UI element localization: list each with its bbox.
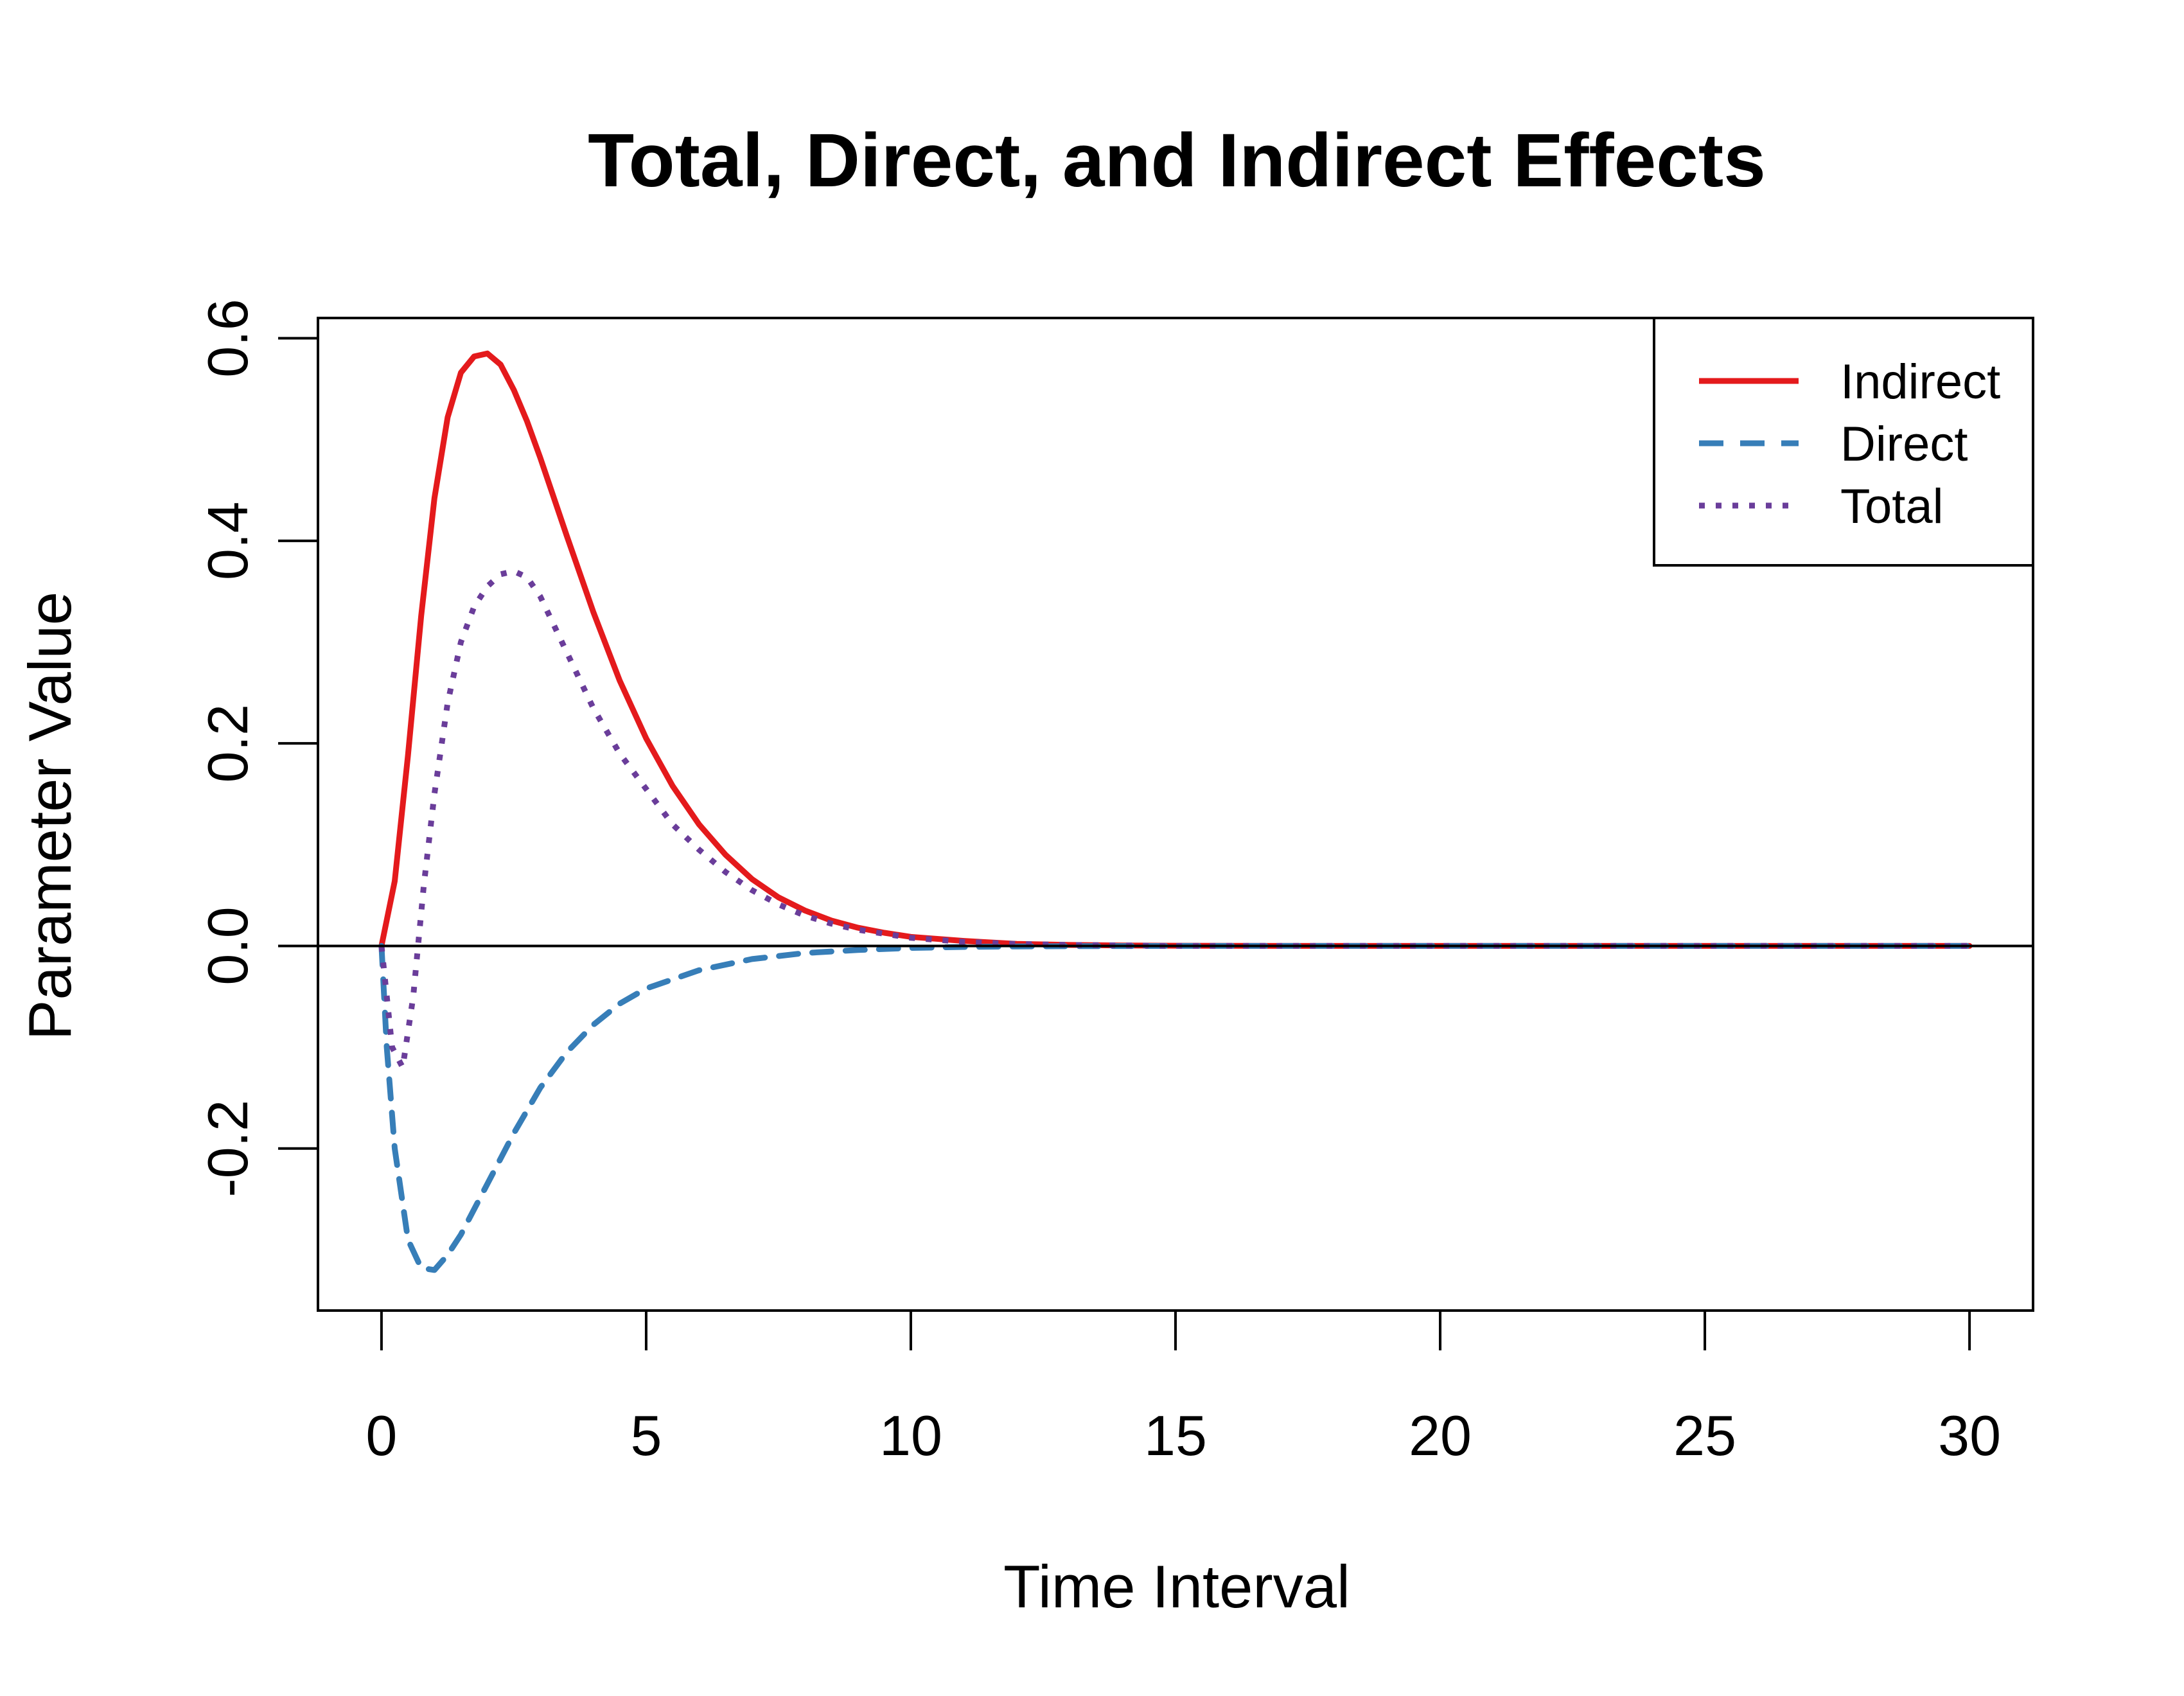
chart-title: Total, Direct, and Indirect Effects bbox=[588, 118, 1766, 203]
x-tick-label: 20 bbox=[1409, 1404, 1472, 1467]
x-axis: 0 5 10 15 20 25 30 bbox=[365, 1309, 2001, 1467]
series-line-total bbox=[378, 568, 1970, 1071]
series-line-direct bbox=[378, 942, 1973, 1273]
x-tick-label: 15 bbox=[1144, 1404, 1207, 1467]
x-tick-label: 0 bbox=[365, 1404, 397, 1467]
y-tick-label: 0.4 bbox=[196, 502, 260, 580]
x-axis-label: Time Interval bbox=[1003, 1553, 1350, 1620]
y-tick-label: 0.2 bbox=[196, 704, 260, 782]
x-tick-label: 30 bbox=[1938, 1404, 2001, 1467]
y-tick-label: -0.2 bbox=[196, 1100, 260, 1197]
y-tick-label: 0.0 bbox=[196, 906, 260, 985]
x-tick-label: 10 bbox=[879, 1404, 942, 1467]
legend-label-direct: Direct bbox=[1840, 417, 1968, 472]
legend: Indirect Direct Total bbox=[1653, 317, 2034, 567]
x-tick-label: 25 bbox=[1673, 1404, 1736, 1467]
x-tick-label: 5 bbox=[630, 1404, 662, 1467]
y-axis: -0.2 0.0 0.2 0.4 0.6 bbox=[196, 299, 319, 1197]
legend-label-indirect: Indirect bbox=[1840, 355, 2000, 409]
y-axis-label: Parameter Value bbox=[16, 592, 84, 1040]
legend-label-total: Total bbox=[1840, 479, 1944, 534]
y-tick-label: 0.6 bbox=[196, 299, 260, 377]
legend-box bbox=[1653, 317, 2034, 567]
